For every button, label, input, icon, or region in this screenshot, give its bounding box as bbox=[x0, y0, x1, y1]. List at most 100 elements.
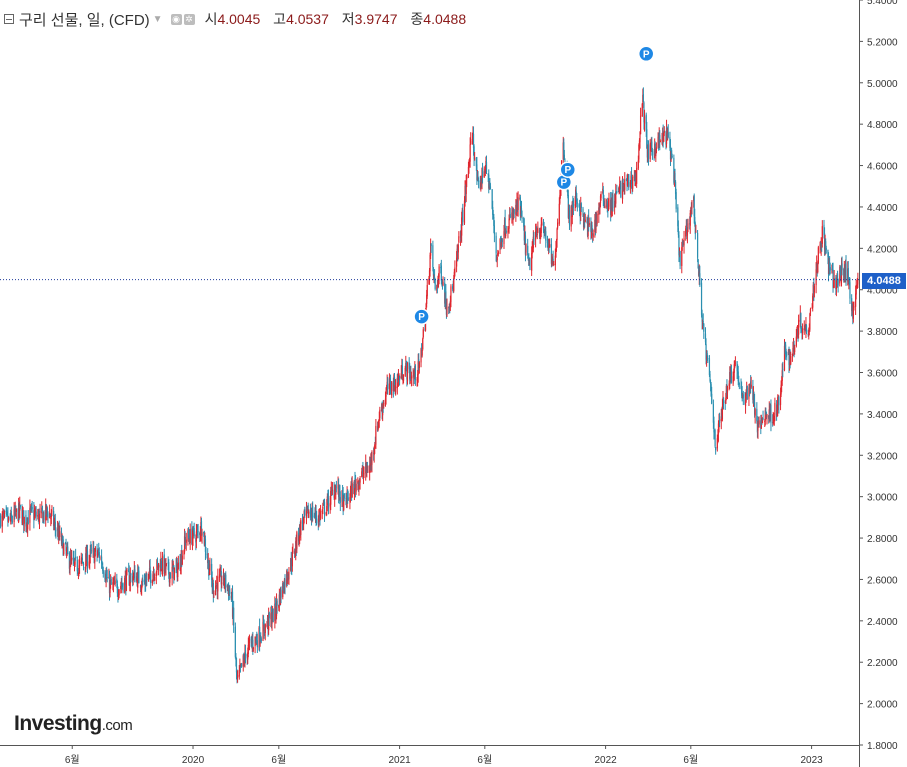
candle-body bbox=[78, 560, 81, 566]
candle-body bbox=[316, 518, 318, 520]
candle-body bbox=[386, 387, 388, 390]
candle-body bbox=[558, 203, 560, 224]
candle-body bbox=[78, 565, 80, 573]
candle-body bbox=[395, 386, 397, 393]
candle-body bbox=[729, 371, 731, 386]
candle-body bbox=[765, 412, 768, 417]
candle-body bbox=[467, 166, 470, 178]
candle-body bbox=[480, 182, 482, 187]
candle-body bbox=[639, 132, 641, 143]
candle-body bbox=[666, 126, 668, 133]
candle-body bbox=[754, 409, 756, 416]
candle-body bbox=[738, 380, 740, 382]
candle-body bbox=[362, 472, 365, 477]
candle-body bbox=[30, 506, 32, 510]
candle-body bbox=[104, 580, 107, 582]
candle-body bbox=[563, 154, 565, 160]
candle-body bbox=[584, 219, 586, 222]
candle-body bbox=[855, 293, 857, 307]
candle-body bbox=[361, 468, 363, 471]
candle-body bbox=[513, 209, 515, 214]
candle-body bbox=[654, 143, 656, 155]
candle-body bbox=[849, 282, 851, 299]
candle-body bbox=[219, 571, 221, 576]
candle-body bbox=[154, 576, 156, 581]
candle-body bbox=[327, 497, 330, 509]
candle-body bbox=[142, 579, 144, 583]
candle-body bbox=[183, 550, 185, 555]
candle-body bbox=[466, 176, 468, 179]
open-value: 4.0045 bbox=[217, 11, 261, 27]
candle-body bbox=[256, 637, 258, 643]
candle-body bbox=[711, 393, 713, 404]
candle-body bbox=[191, 536, 194, 545]
candle-body bbox=[629, 182, 632, 187]
candle-body bbox=[694, 223, 696, 234]
candle-body bbox=[698, 266, 700, 276]
candle-body bbox=[764, 421, 766, 422]
candle-body bbox=[307, 504, 309, 518]
collapse-icon[interactable] bbox=[4, 14, 14, 24]
candle-body bbox=[575, 191, 577, 199]
candle-body bbox=[64, 543, 67, 545]
candle-body bbox=[489, 182, 491, 187]
candle-body bbox=[537, 227, 539, 233]
candle-body bbox=[710, 384, 712, 396]
last-price-tag: 4.0488 bbox=[862, 273, 906, 289]
candle-body bbox=[169, 573, 172, 579]
chevron-down-icon[interactable]: ▼ bbox=[152, 13, 163, 25]
candle-body bbox=[504, 217, 506, 236]
candle-body bbox=[130, 574, 132, 576]
eye-icon[interactable]: ◉ bbox=[170, 13, 182, 25]
candle-body bbox=[120, 585, 122, 590]
candle-body bbox=[596, 213, 598, 224]
candle-body bbox=[709, 373, 711, 382]
candle-body bbox=[361, 471, 363, 478]
candle-body bbox=[239, 665, 241, 670]
candle-body bbox=[212, 583, 214, 595]
candle-body bbox=[455, 257, 458, 267]
settings-icon[interactable]: ✲ bbox=[183, 13, 195, 25]
candle-body bbox=[196, 529, 198, 533]
candle-body bbox=[221, 582, 223, 585]
candle-body bbox=[773, 415, 775, 417]
candle-body bbox=[761, 417, 764, 424]
candle-body bbox=[505, 230, 507, 233]
candle-body bbox=[1, 513, 3, 527]
candle-body bbox=[453, 278, 455, 291]
candle-body bbox=[738, 383, 740, 385]
candle-body bbox=[712, 404, 714, 423]
candle-body bbox=[200, 521, 203, 535]
candle-body bbox=[417, 374, 419, 381]
candle-body bbox=[643, 102, 645, 123]
candle-body bbox=[741, 387, 743, 396]
candle-body bbox=[655, 153, 657, 157]
candle-body bbox=[278, 605, 280, 608]
candle-body bbox=[238, 669, 240, 677]
candle-body bbox=[114, 580, 116, 584]
candle-body bbox=[638, 140, 641, 147]
candle-body bbox=[750, 384, 752, 388]
candle-body bbox=[405, 362, 407, 369]
candle-body bbox=[651, 150, 654, 152]
candle-body bbox=[639, 115, 642, 135]
candle-body bbox=[31, 506, 33, 510]
instrument-title[interactable]: 구리 선물, 일, (CFD) bbox=[19, 11, 150, 29]
candle-body bbox=[217, 576, 219, 592]
candle-body bbox=[753, 394, 755, 403]
candle-body bbox=[287, 577, 289, 580]
candle-body bbox=[540, 224, 542, 234]
candle-body bbox=[549, 244, 551, 248]
candle-body bbox=[628, 174, 630, 188]
candle-body bbox=[693, 195, 695, 217]
candle-body bbox=[825, 241, 827, 249]
candle-body bbox=[102, 566, 104, 571]
candle-body bbox=[437, 278, 439, 287]
candle-body bbox=[795, 336, 797, 346]
candle-body bbox=[489, 186, 492, 189]
candle-body bbox=[297, 533, 300, 542]
candle-body bbox=[408, 362, 410, 370]
candle-body bbox=[669, 137, 671, 148]
candle-body bbox=[349, 497, 351, 502]
candle-body bbox=[418, 362, 420, 368]
